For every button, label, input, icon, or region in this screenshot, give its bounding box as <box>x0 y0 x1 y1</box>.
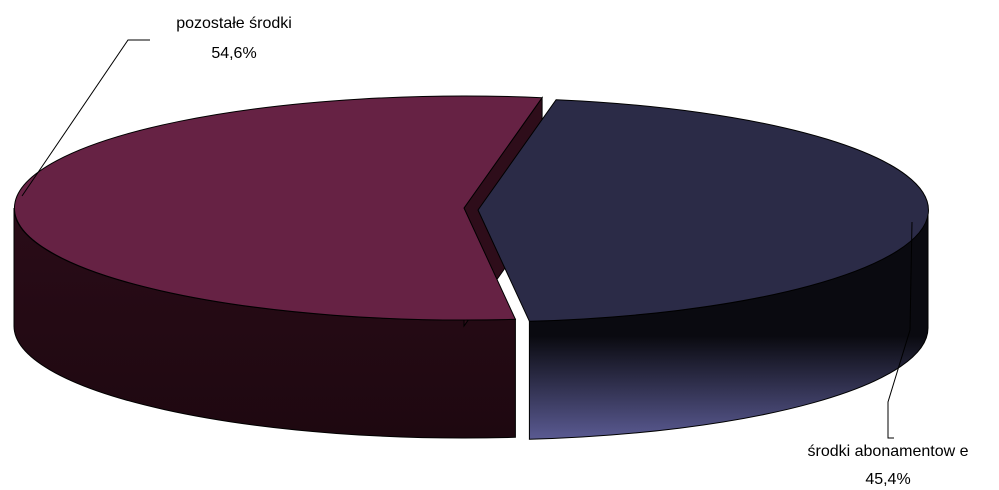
pie-slice-top-srodki-abonamentowe <box>477 99 929 322</box>
pie-slice-srodki-abonamentowe <box>477 99 929 440</box>
slice-value-srodki-abonamentowe: 45,4% <box>865 471 910 488</box>
pie-slice-pozostale-srodki <box>13 95 544 439</box>
slice-label-srodki-abonamentowe: środki abonamentow e <box>808 443 969 460</box>
slice-value-pozostale-srodki: 54,6% <box>211 45 256 62</box>
leader-line-srodki-abonamentowe <box>887 221 913 439</box>
pie-slice-top-pozostale-srodki <box>13 95 544 321</box>
leader-line-pozostale-srodki <box>21 39 150 197</box>
slice-label-pozostale-srodki: pozostałe środki <box>176 15 292 32</box>
